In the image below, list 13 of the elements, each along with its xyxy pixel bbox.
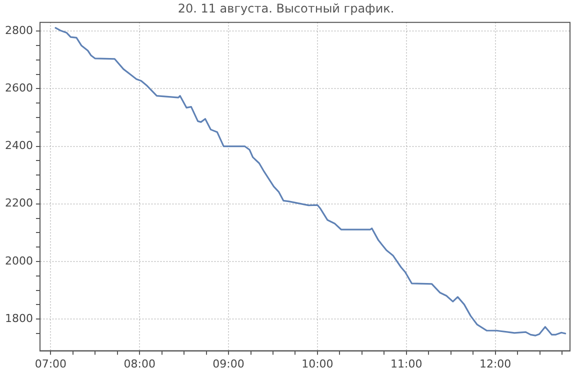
y-tick-label: 2200 bbox=[4, 196, 33, 210]
x-tick-label: 11:00 bbox=[390, 357, 422, 370]
y-tick-label: 2400 bbox=[4, 139, 33, 152]
y-tick-label: 2600 bbox=[4, 82, 33, 95]
y-tick-label: 2000 bbox=[4, 254, 33, 268]
x-tick-label: 08:00 bbox=[124, 357, 156, 370]
y-tick-label: 1800 bbox=[4, 312, 33, 325]
chart-title: 20. 11 августа. Высотный график. bbox=[178, 1, 394, 16]
x-tick-label: 12:00 bbox=[479, 357, 512, 370]
x-tick-label: 07:00 bbox=[34, 357, 67, 370]
x-tick-label: 09:00 bbox=[212, 357, 244, 370]
y-tick-label: 2800 bbox=[4, 24, 33, 37]
x-tick-label: 10:00 bbox=[302, 357, 334, 370]
